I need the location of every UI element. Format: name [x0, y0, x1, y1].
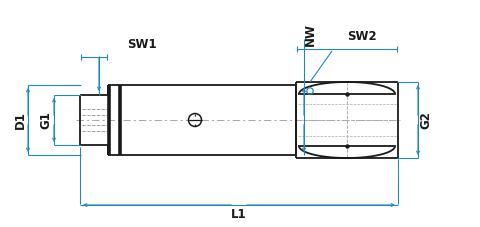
Text: SW2: SW2: [347, 30, 377, 44]
Text: L1: L1: [231, 207, 247, 220]
Text: G1: G1: [39, 111, 52, 129]
Text: SW1: SW1: [127, 39, 157, 52]
Text: G2: G2: [420, 111, 432, 129]
Text: D1: D1: [13, 111, 26, 129]
Text: NW: NW: [303, 22, 316, 45]
